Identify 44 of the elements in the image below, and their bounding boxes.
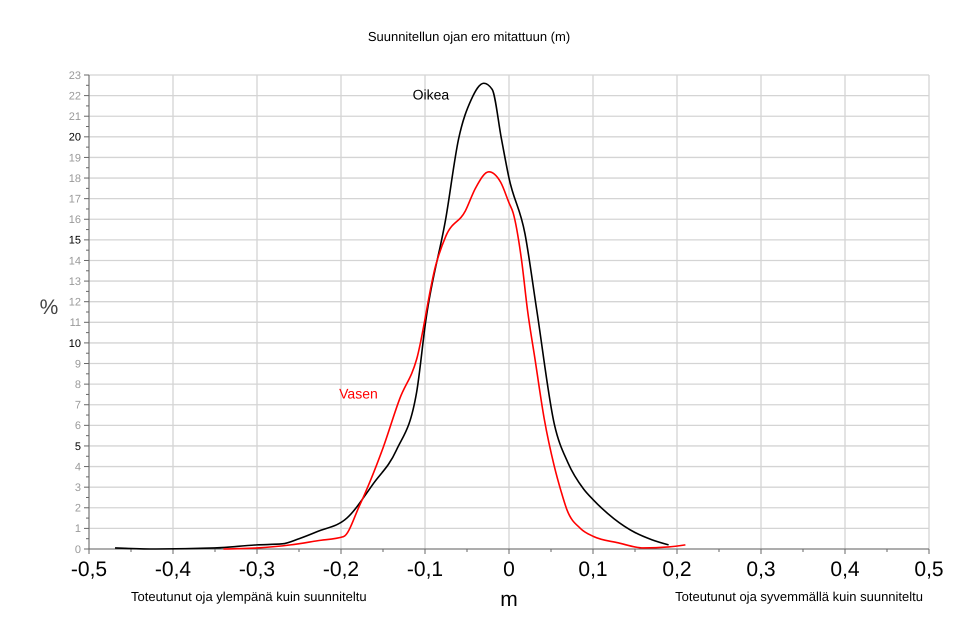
y-tick-label: 7 bbox=[74, 400, 81, 412]
y-tick-label: 14 bbox=[68, 255, 81, 268]
series-label: Vasen bbox=[339, 386, 378, 402]
y-tick-label: 15 bbox=[68, 234, 81, 247]
x-tick-label: 0,3 bbox=[746, 558, 776, 581]
y-tick-label: 2 bbox=[74, 502, 81, 515]
x-tick-label: -0,3 bbox=[238, 558, 276, 581]
y-tick-label: 1 bbox=[74, 523, 81, 536]
x-tick-label: -0,4 bbox=[154, 558, 192, 581]
line-series bbox=[114, 82, 670, 550]
y-tick-label: 13 bbox=[68, 276, 81, 288]
y-tick-label: 23 bbox=[68, 70, 81, 82]
x-tick-label: 0,1 bbox=[578, 558, 608, 581]
line-series bbox=[222, 171, 686, 550]
y-tick-label: 9 bbox=[74, 358, 81, 370]
x-tick-label: -0,5 bbox=[70, 558, 108, 581]
y-tick-label: 21 bbox=[68, 111, 81, 124]
y-tick-label: 6 bbox=[74, 420, 81, 432]
y-tick-label: 8 bbox=[74, 378, 81, 391]
x-axis-title: m bbox=[500, 588, 518, 611]
x-tick-label: 0 bbox=[503, 558, 515, 581]
x-tick-label: 0,4 bbox=[830, 558, 860, 581]
y-tick-label: 22 bbox=[68, 90, 81, 102]
y-tick-label: 4 bbox=[74, 461, 81, 474]
chart-title: Suunnitellun ojan ero mitattuun (m) bbox=[368, 29, 570, 44]
y-axis-title: % bbox=[40, 296, 58, 319]
y-tick-label: 18 bbox=[68, 172, 81, 185]
y-tick-label: 3 bbox=[74, 482, 81, 494]
y-tick-label: 12 bbox=[68, 296, 81, 309]
y-tick-label: 19 bbox=[68, 152, 81, 164]
text: Toteutunut oja ylempänä kuin suunniteltu bbox=[131, 589, 367, 604]
series-label: Oikea bbox=[412, 86, 450, 103]
text: Toteutunut oja syvemmällä kuin suunniteltu bbox=[675, 589, 923, 604]
x-tick-label: -0,2 bbox=[322, 558, 360, 581]
y-tick-label: 5 bbox=[74, 440, 81, 453]
x-tick-label: -0,1 bbox=[406, 558, 444, 581]
x-tick-label: 0,2 bbox=[662, 558, 692, 581]
y-tick-label: 20 bbox=[68, 132, 81, 144]
x-tick-label: 0,5 bbox=[914, 558, 944, 581]
y-tick-label: 17 bbox=[68, 194, 81, 206]
y-tick-label: 16 bbox=[68, 214, 81, 226]
y-tick-label: 11 bbox=[70, 317, 81, 330]
y-tick-label: 10 bbox=[68, 338, 81, 350]
y-tick-label: 0 bbox=[74, 544, 81, 556]
